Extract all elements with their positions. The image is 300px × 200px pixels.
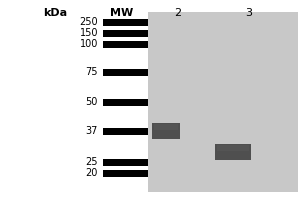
Text: 25: 25 [85,157,98,167]
Text: 2: 2 [174,8,182,18]
Text: kDa: kDa [43,8,67,18]
Text: 50: 50 [85,97,98,107]
Bar [103,68,148,75]
Text: 20: 20 [85,168,98,178]
Bar [103,98,148,106]
Bar [103,19,148,25]
Bar [103,158,148,166]
Bar [103,170,148,176]
Text: 37: 37 [85,126,98,136]
Bar [103,128,148,134]
Bar [215,144,251,160]
Text: 250: 250 [80,17,98,27]
Bar [152,123,180,139]
Bar [103,29,148,36]
Bar [148,12,298,192]
Bar [103,40,148,47]
Bar [154,124,178,130]
Bar [217,145,249,151]
Text: 100: 100 [80,39,98,49]
Text: 75: 75 [85,67,98,77]
Text: 150: 150 [80,28,98,38]
Text: MW: MW [110,8,134,18]
Text: 3: 3 [245,8,253,18]
